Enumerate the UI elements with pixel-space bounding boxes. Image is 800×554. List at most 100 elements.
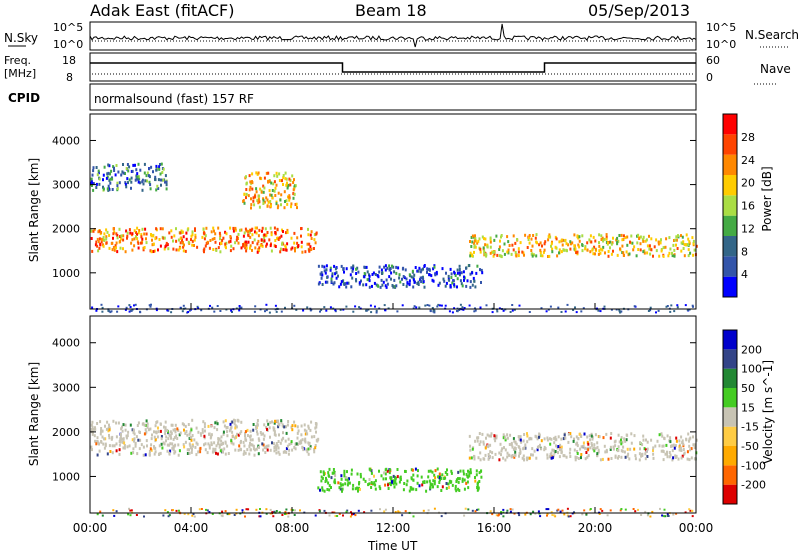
power-cell-3 — [598, 233, 601, 237]
power-cell-4 — [149, 187, 152, 191]
power-cell-3 — [542, 250, 545, 254]
power-cell-0 — [217, 246, 220, 250]
power-ground-cell — [468, 304, 471, 307]
velocity-ground-cell — [175, 509, 178, 512]
power-cell-0 — [294, 246, 296, 250]
cpid-text: normalsound (fast) 157 RF — [94, 92, 254, 106]
power-ground-cell — [412, 307, 415, 310]
velocity-cell-1 — [426, 480, 429, 484]
velocity-cell-2 — [513, 453, 516, 457]
power-cell-0 — [190, 238, 192, 242]
velocity-cell-2 — [484, 446, 487, 450]
power-ground-cell — [166, 309, 169, 312]
velocity-cell-0 — [271, 441, 273, 445]
velocity-ground-cell — [688, 508, 691, 511]
velocity-cell-0 — [285, 425, 287, 429]
velocity-cell-2 — [652, 449, 654, 452]
velocity-cell-0 — [178, 433, 181, 437]
power-cell-1 — [289, 183, 292, 187]
velocity-ground-cell — [569, 515, 572, 518]
velocity-cell-2 — [478, 432, 481, 435]
power-cell-4 — [91, 173, 94, 177]
power-ground-cell — [334, 310, 337, 313]
velocity-cell-1 — [444, 471, 447, 474]
velocity-cell-0 — [249, 448, 252, 452]
velocity-ground-cell — [242, 511, 245, 514]
velocity-cell-2 — [530, 453, 532, 457]
power-cell-0 — [151, 238, 153, 242]
velocity-cell-1 — [386, 469, 389, 473]
power-ground-cell — [436, 305, 439, 308]
power-ground-cell — [473, 310, 476, 313]
power-cell-3 — [687, 243, 690, 247]
nave-label: Nave — [760, 62, 791, 76]
power-cell-1 — [271, 189, 274, 192]
velocity-cell-1 — [414, 467, 417, 471]
power-cell-2 — [320, 271, 323, 275]
velocity-cell-0 — [123, 446, 126, 450]
power-cell-2 — [447, 274, 450, 278]
power-cell-2 — [349, 273, 352, 277]
velocity-cell-1 — [457, 477, 459, 481]
velocity-cell-2 — [482, 440, 485, 444]
velocity-cell-0 — [275, 451, 278, 455]
velocity-cell-0 — [237, 433, 240, 437]
velocity-cell-0 — [240, 420, 243, 424]
power-cell-0 — [285, 231, 287, 235]
velocity-cell-0 — [217, 437, 220, 441]
velocity-cell-2 — [643, 447, 646, 451]
power-ground-cell — [329, 306, 332, 309]
velocity-cell-1 — [341, 489, 343, 493]
velocity-cell-0 — [256, 419, 259, 422]
power-cell-1 — [248, 174, 251, 178]
power-cell-3 — [498, 245, 501, 249]
power-cell-2 — [365, 265, 368, 269]
power-cell-0 — [258, 246, 261, 250]
power-cell-0 — [301, 250, 304, 254]
velocity-cell-2 — [479, 458, 482, 462]
power-cell-0 — [172, 239, 174, 243]
velocity-ground-cell — [524, 513, 527, 516]
velocity-cell-2 — [660, 449, 663, 453]
power-cell-3 — [669, 247, 672, 251]
power-cell-2 — [384, 284, 387, 288]
power-cell-0 — [296, 236, 299, 240]
velocity-cell-1 — [398, 480, 401, 484]
power-cell-3 — [496, 253, 499, 257]
velocity-cell-1 — [346, 470, 348, 474]
power-cell-0 — [309, 233, 312, 237]
velocity-cell-1 — [320, 479, 323, 483]
power-cell-4 — [116, 184, 119, 188]
velocity-cell-1 — [340, 483, 343, 487]
velocity-cell-0 — [226, 430, 228, 434]
power-cell-2 — [373, 281, 376, 285]
power-cell-1 — [293, 178, 295, 182]
velocity-cell-0 — [183, 428, 185, 432]
velocity-cell-2 — [477, 456, 480, 460]
power-cell-1 — [258, 205, 261, 209]
power-cell-3 — [660, 238, 662, 242]
velocity-cell-0 — [130, 451, 133, 455]
velocity-cell-2 — [491, 451, 494, 455]
velocity-cell-0 — [273, 432, 276, 436]
power-cell-1 — [286, 186, 289, 190]
velocity-cell-2 — [570, 435, 573, 439]
power-cell-3 — [483, 249, 486, 253]
power-cell-0 — [270, 249, 273, 253]
power-cell-3 — [653, 245, 656, 249]
velocity-cell-2 — [498, 458, 501, 462]
power-cell-3 — [665, 237, 668, 241]
velocity-cell-0 — [202, 420, 205, 424]
velocity-cell-2 — [551, 456, 554, 460]
power-ground-cell — [319, 310, 321, 313]
power-cell-1 — [288, 177, 291, 181]
power-cell-2 — [379, 285, 382, 289]
power-cell-1 — [257, 171, 260, 175]
velocity-cell-1 — [341, 483, 344, 487]
power-ground-cell — [418, 306, 421, 309]
power-cell-3 — [606, 241, 609, 245]
velocity-ground-cell — [427, 509, 430, 512]
power-cell-3 — [605, 237, 608, 241]
power-cell-2 — [331, 272, 334, 276]
power-cell-4 — [125, 185, 128, 189]
